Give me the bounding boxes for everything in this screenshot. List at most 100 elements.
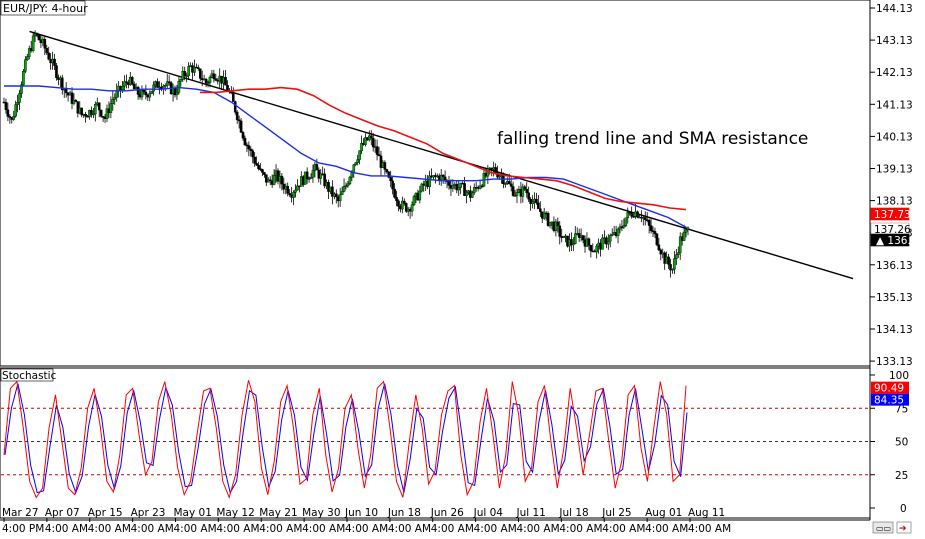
candle-body-129 [253,156,256,164]
candle-body-184 [360,142,363,152]
candle-body-133 [261,169,264,173]
candle-body-175 [342,186,346,192]
candle-body-136 [266,179,270,183]
candle-body-53 [105,108,109,119]
candle-body-55 [109,103,113,113]
candle-body-261 [509,183,513,187]
candle-body-22 [45,48,49,54]
candles [2,30,690,278]
date-label-11: Jul 04 [473,507,504,519]
candle-body-249 [486,168,490,177]
stochastic-panel-frame [0,367,871,519]
candle-body-351 [684,229,688,233]
date-label-13: Jul 18 [558,507,588,519]
candle-body-207 [404,203,408,212]
jump-to-end-icon[interactable]: ➔ [899,524,907,534]
candle-body-147 [288,193,291,196]
candle-body-1 [4,101,8,110]
candle-body-305 [595,245,598,253]
date-label-3: Apr 23 [131,507,166,519]
candle-body-275 [537,202,540,209]
candle-body-192 [375,146,379,155]
candle-body-316 [616,228,620,236]
candle-body-281 [548,222,552,226]
candle-body-83 [163,85,167,87]
candle-body-94 [185,75,188,77]
candle-body-219 [428,175,431,188]
falling-trend-line [29,30,854,280]
candle-body-132 [259,168,262,170]
scroll-toggle-icon[interactable]: ▭▭ [876,524,891,533]
candle-body-85 [167,81,171,83]
stoch-k-badge [871,381,909,394]
date-label-5: May 12 [216,507,254,519]
candle-body-121 [237,119,241,122]
candle-body-171 [334,193,338,198]
time-label-1: 4:00 AM [45,523,88,535]
candle-body-71 [140,90,144,98]
stochastic-axis: 100 75 50 25 0 [870,370,909,515]
candle-body-114 [224,77,227,86]
candle-body-348 [678,236,682,253]
candle-body-38 [76,101,80,114]
time-label-8: 4:00 AM [345,523,388,535]
candle-body-312 [608,235,612,242]
candle-body-268 [523,186,527,190]
candle-body-109 [214,78,218,81]
candle-body-36 [72,100,76,104]
candle-body-211 [412,196,416,205]
candle-body-241 [471,192,474,198]
scroll-toggle-button[interactable] [872,521,894,534]
candle-body-233 [455,183,459,191]
price-tick-label-4: 140.13 [876,131,913,143]
candle-body-63 [125,81,128,83]
candle-body-126 [247,145,251,150]
candle-body-93 [183,70,187,77]
date-label-4: May 01 [174,507,212,519]
candle-body-280 [546,213,550,226]
candle-body-200 [391,180,394,190]
candle-body-301 [587,238,591,246]
price-tick-label-5: 139.13 [876,164,913,176]
candle-body-66 [130,77,134,85]
candle-body-205 [401,200,404,210]
candle-body-311 [607,240,610,245]
candle-body-267 [521,186,525,197]
candle-body-104 [204,78,208,84]
candle-body-12 [26,56,29,60]
candle-body-323 [630,213,633,217]
candle-body-326 [636,211,639,218]
price-tick-label-1: 143.13 [876,35,913,47]
candle-body-202 [395,197,398,202]
candle-body-150 [294,189,297,193]
jump-to-end-button[interactable] [896,521,912,534]
date-label-9: Jun 18 [387,507,421,519]
candle-body-336 [655,233,659,246]
candle-body-350 [682,231,686,241]
candle-body-137 [268,179,272,181]
time-label-14: 4:00 AM [602,523,645,535]
candle-body-324 [632,216,635,218]
candle-body-157 [307,178,311,180]
candle-body-135 [265,174,268,183]
candle-body-49 [97,102,101,111]
stoch-tick-label-3: 25 [895,470,908,482]
time-label-0: 4:00 PM [2,523,44,535]
time-label-5: 4:00 AM [216,523,259,535]
candle-body-258 [504,183,507,185]
candle-body-3 [8,116,12,118]
candle-body-237 [463,183,466,196]
candle-body-90 [177,80,181,93]
candle-body-11 [24,59,27,72]
chart-title: EUR/JPY: 4-hour [3,2,88,15]
candle-body-18 [37,35,41,41]
time-label-11: 4:00 AM [474,523,517,535]
candle-body-143 [280,175,284,185]
candle-body-13 [27,48,31,57]
candle-body-308 [601,237,604,250]
trend-line-layer [29,30,854,280]
candle-body-161 [315,164,319,171]
candle-body-62 [123,81,126,87]
